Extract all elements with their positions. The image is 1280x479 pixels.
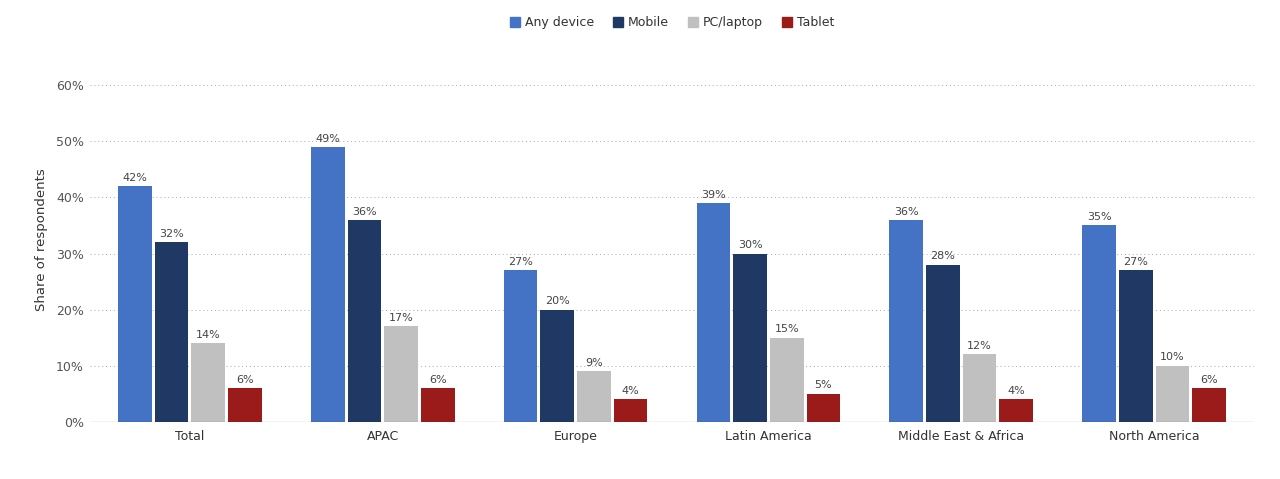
Text: 9%: 9%	[585, 358, 603, 368]
Bar	[155, 242, 188, 422]
Text: 36%: 36%	[893, 206, 919, 217]
Text: 39%: 39%	[701, 190, 726, 200]
Text: 27%: 27%	[1124, 257, 1148, 267]
Text: 28%: 28%	[931, 251, 955, 262]
Bar	[806, 394, 840, 422]
Text: 32%: 32%	[159, 229, 184, 239]
Bar	[191, 343, 225, 422]
Text: 4%: 4%	[622, 386, 640, 396]
Bar	[1192, 388, 1226, 422]
Bar	[1156, 365, 1189, 422]
Bar	[890, 220, 923, 422]
Text: 5%: 5%	[814, 380, 832, 390]
Text: 14%: 14%	[196, 330, 220, 340]
Bar	[1000, 399, 1033, 422]
Text: 6%: 6%	[236, 375, 253, 385]
Text: 35%: 35%	[1087, 212, 1111, 222]
Text: 20%: 20%	[545, 296, 570, 306]
Text: 12%: 12%	[968, 341, 992, 351]
Bar	[504, 270, 538, 422]
Bar	[696, 203, 731, 422]
Bar	[613, 399, 648, 422]
Text: 6%: 6%	[1201, 375, 1217, 385]
Text: 42%: 42%	[123, 173, 147, 183]
Bar	[348, 220, 381, 422]
Bar	[577, 371, 611, 422]
Bar	[118, 186, 152, 422]
Y-axis label: Share of respondents: Share of respondents	[35, 168, 47, 311]
Bar	[733, 253, 767, 422]
Bar	[311, 147, 344, 422]
Bar	[384, 326, 417, 422]
Bar	[421, 388, 454, 422]
Bar	[769, 338, 804, 422]
Bar	[963, 354, 996, 422]
Bar	[1083, 226, 1116, 422]
Legend: Any device, Mobile, PC/laptop, Tablet: Any device, Mobile, PC/laptop, Tablet	[511, 16, 833, 29]
Text: 49%: 49%	[315, 134, 340, 144]
Text: 10%: 10%	[1160, 352, 1185, 362]
Bar	[540, 309, 575, 422]
Bar	[1119, 270, 1153, 422]
Text: 27%: 27%	[508, 257, 532, 267]
Text: 4%: 4%	[1007, 386, 1025, 396]
Text: 17%: 17%	[389, 313, 413, 323]
Text: 36%: 36%	[352, 206, 376, 217]
Text: 15%: 15%	[774, 324, 799, 334]
Text: 6%: 6%	[429, 375, 447, 385]
Bar	[927, 265, 960, 422]
Bar	[228, 388, 261, 422]
Text: 30%: 30%	[737, 240, 763, 250]
